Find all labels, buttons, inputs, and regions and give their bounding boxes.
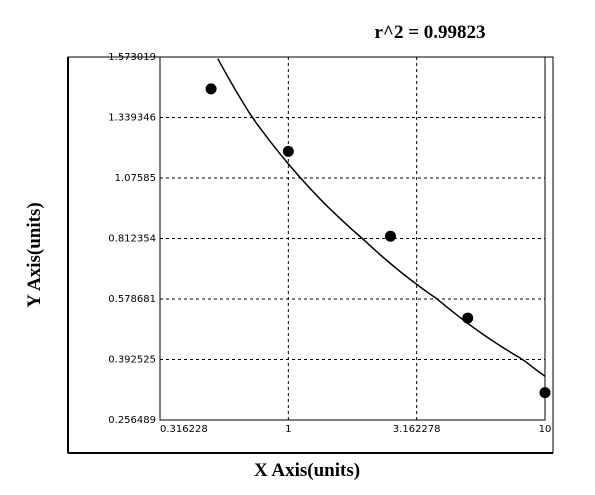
y-axis-label: Y Axis(units)	[24, 202, 45, 307]
y-tick-label: 1.07585	[115, 173, 156, 184]
data-point	[282, 145, 294, 157]
data-point	[539, 387, 551, 399]
data-point	[384, 230, 396, 242]
fit-line	[217, 58, 546, 377]
data-point	[205, 83, 217, 95]
y-tick-label: 1.573019	[108, 52, 156, 63]
x-tick-label: 1	[285, 424, 291, 435]
x-tick-label: 3.162278	[393, 424, 441, 435]
chart-title: r^2 = 0.99823	[374, 22, 485, 43]
x-tick-label: 10	[539, 424, 552, 435]
y-tick-label: 0.812354	[108, 234, 156, 245]
x-tick-label: 0.316228	[160, 424, 208, 435]
y-tick-label: 1.339346	[108, 113, 156, 124]
x-axis-label: X Axis(units)	[254, 460, 360, 481]
y-tick-label: 0.392525	[108, 355, 156, 366]
y-tick-label: 0.578681	[108, 294, 156, 305]
data-point	[462, 312, 474, 324]
y-tick-label: 0.256489	[108, 415, 156, 426]
